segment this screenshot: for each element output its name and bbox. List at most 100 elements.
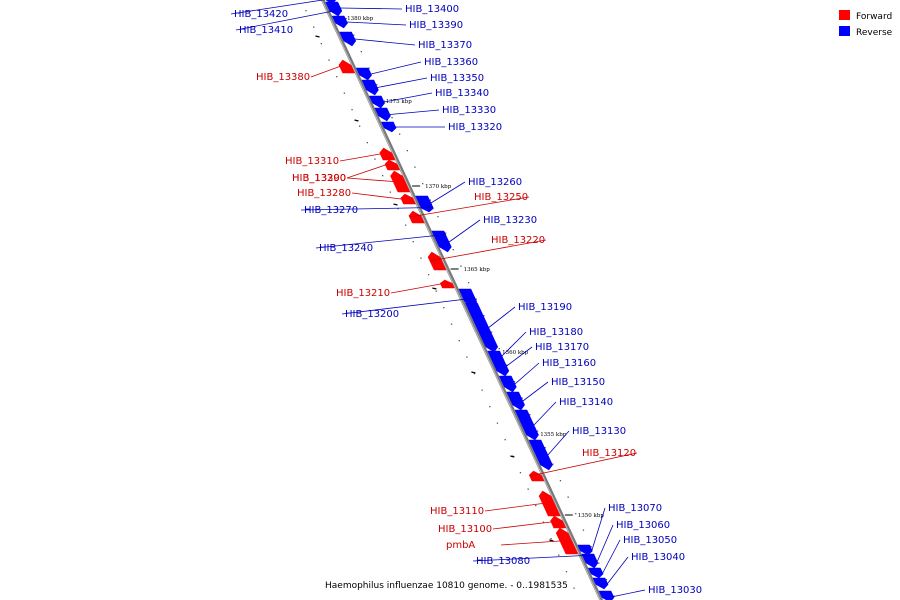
- scale-label: 1380 kbp: [347, 16, 374, 22]
- gene-label-hib_13200[interactable]: HIB_13200: [345, 309, 399, 320]
- gene-feature-hib_13230[interactable]: [432, 231, 452, 253]
- leader-line-hib_13210: [390, 283, 441, 294]
- leader-line-hib_13240: [315, 234, 446, 249]
- gene-feature-hib_13040[interactable]: [592, 577, 609, 590]
- leader-line-hib_13070: [591, 507, 606, 551]
- gene-label-hib_13120[interactable]: HIB_13120: [582, 448, 636, 459]
- major-tick: [471, 371, 476, 374]
- gene-label-hib_13290[interactable]: HIB_13290: [292, 173, 346, 184]
- legend-forward-swatch: [839, 10, 850, 20]
- gene-label-hib_13280[interactable]: HIB_13280: [297, 188, 351, 199]
- gene-feature-hib_13120[interactable]: [528, 470, 545, 482]
- gene-label-hib_13360[interactable]: HIB_13360: [424, 57, 478, 68]
- gene-feature-pmba[interactable]: [555, 527, 579, 555]
- gene-feature-hib_13110[interactable]: [538, 490, 561, 517]
- minor-tick: [559, 480, 562, 482]
- gene-label-hib_13050[interactable]: HIB_13050: [623, 535, 677, 546]
- leader-line-hib_13400: [340, 7, 403, 10]
- gene-label-hib_13390[interactable]: HIB_13390: [409, 20, 463, 31]
- minor-tick: [565, 571, 568, 573]
- gene-label-hib_13400[interactable]: HIB_13400: [405, 4, 459, 15]
- minor-tick: [450, 323, 453, 325]
- gene-feature-hib_13350[interactable]: [361, 79, 379, 96]
- gene-label-hib_13060[interactable]: HIB_13060: [616, 520, 670, 531]
- gene-feature-hib_13070[interactable]: [577, 544, 593, 556]
- gene-feature-hib_13290[interactable]: [390, 170, 411, 193]
- minor-tick: [374, 158, 376, 160]
- gene-label-hib_13380[interactable]: HIB_13380: [256, 72, 310, 83]
- minor-tick: [575, 513, 577, 515]
- gene-label-hib_13420[interactable]: HIB_13420: [234, 9, 288, 20]
- gene-label-hib_13110[interactable]: HIB_13110: [430, 506, 484, 517]
- gene-label-hib_13260[interactable]: HIB_13260: [468, 177, 522, 188]
- gene-feature-hib_13320[interactable]: [381, 121, 397, 133]
- leader-line-hib_13370: [354, 38, 416, 46]
- gene-label-hib_13160[interactable]: HIB_13160: [542, 358, 596, 369]
- gene-label-hib_13040[interactable]: HIB_13040: [631, 552, 685, 563]
- minor-tick: [598, 562, 600, 564]
- gene-feature-hib_13370[interactable]: [339, 31, 357, 47]
- gene-label-hib_13310[interactable]: HIB_13310: [285, 156, 339, 167]
- gene-feature-hib_13250[interactable]: [408, 210, 425, 224]
- gene-feature-hib_13050[interactable]: [588, 567, 604, 579]
- gene-feature-hib_13390[interactable]: [331, 15, 348, 29]
- gene-feature-hib_13280[interactable]: [400, 193, 416, 205]
- gene-label-hib_13270[interactable]: HIB_13270: [304, 205, 358, 216]
- minor-tick: [490, 331, 493, 333]
- gene-label-hib_13350[interactable]: HIB_13350: [430, 73, 484, 84]
- gene-feature-hib_13360[interactable]: [355, 67, 372, 81]
- gene-label-hib_13150[interactable]: HIB_13150: [551, 377, 605, 388]
- leader-line-hib_13310: [339, 153, 381, 162]
- minor-tick: [389, 191, 391, 193]
- minor-tick: [435, 290, 437, 292]
- gene-feature-hib_13160[interactable]: [498, 375, 517, 393]
- gene-label-hib_13080[interactable]: HIB_13080: [476, 556, 530, 567]
- gene-label-hib_13100[interactable]: HIB_13100: [438, 524, 492, 535]
- minor-tick: [353, 34, 355, 36]
- gene-label-hib_13410[interactable]: HIB_13410: [239, 25, 293, 36]
- scale-label: 1375 kbp: [386, 99, 413, 105]
- gene-feature-hib_13310[interactable]: [379, 147, 396, 161]
- minor-tick: [519, 472, 522, 474]
- gene-feature-hib_13340[interactable]: [368, 95, 385, 109]
- gene-label-hib_13210[interactable]: HIB_13210: [336, 288, 390, 299]
- gene-label-hib_13370[interactable]: HIB_13370: [418, 40, 472, 51]
- gene-label-hib_13030[interactable]: HIB_13030: [648, 585, 702, 596]
- minor-tick: [590, 546, 592, 548]
- leader-line-hib_13270: [300, 207, 434, 211]
- gene-feature-hib_13330[interactable]: [374, 107, 391, 122]
- gene-feature-hib_13220[interactable]: [427, 251, 447, 271]
- gene-label-hib_13170[interactable]: HIB_13170: [535, 342, 589, 353]
- gene-label-hib_13240[interactable]: HIB_13240: [319, 243, 373, 254]
- leader-line-hib_13290: [346, 177, 394, 182]
- gene-label-hib_13130[interactable]: HIB_13130: [572, 426, 626, 437]
- gene-feature-hib_13150[interactable]: [506, 391, 525, 411]
- gene-labels: HIB_13420 HIB_13410 HIB_13400 HIB_13390 HIB_…: [234, 4, 702, 596]
- gene-feature-hib_13190[interactable]: [465, 302, 499, 353]
- minor-tick: [466, 356, 468, 358]
- gene-feature-hib_13170[interactable]: [489, 355, 510, 377]
- gene-label-hib_13250[interactable]: HIB_13250: [474, 192, 528, 203]
- gene-feature-hib_13130[interactable]: [528, 439, 553, 471]
- minor-tick: [552, 463, 554, 465]
- gene-label-hib_13190[interactable]: HIB_13190: [518, 302, 572, 313]
- gene-feature-hib_13140[interactable]: [514, 409, 539, 441]
- leader-line-hib_13190: [488, 306, 516, 328]
- leader-line-hib_13390: [346, 21, 407, 26]
- gene-label-hib_13330[interactable]: HIB_13330: [442, 105, 496, 116]
- gene-label-hib_13340[interactable]: HIB_13340: [435, 88, 489, 99]
- gene-feature-hib_13400[interactable]: [325, 1, 342, 15]
- major-tick: [432, 287, 437, 290]
- gene-label-hib_13300[interactable]: HIB_13300: [292, 173, 346, 184]
- gene-label-hib_13220[interactable]: HIB_13220: [491, 235, 545, 246]
- gene-label-hib_13230[interactable]: HIB_13230: [483, 215, 537, 226]
- minor-tick: [382, 175, 384, 177]
- gene-label-pmba[interactable]: pmbA: [446, 540, 475, 551]
- gene-label-hib_13320[interactable]: HIB_13320: [448, 122, 502, 133]
- leader-line-hib_13100: [492, 521, 552, 530]
- gene-label-hib_13140[interactable]: HIB_13140: [559, 397, 613, 408]
- gene-feature-hib_13100[interactable]: [550, 515, 567, 529]
- gene-label-hib_13070[interactable]: HIB_13070: [608, 503, 662, 514]
- gene-label-hib_13180[interactable]: HIB_13180: [529, 327, 583, 338]
